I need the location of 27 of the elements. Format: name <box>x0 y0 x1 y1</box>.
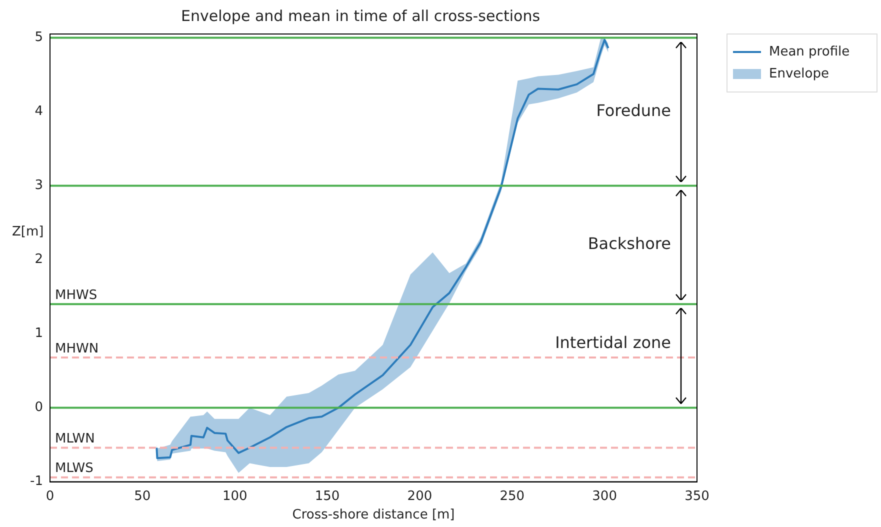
x-axis-title: Cross-shore distance [m] <box>292 508 455 523</box>
x-tick-label: 250 <box>500 488 525 504</box>
y-tick-label: 1 <box>34 326 43 342</box>
y-tick-label: 5 <box>34 30 43 46</box>
x-tick-label: 0 <box>46 488 54 504</box>
ref-line-label: MLWS <box>55 461 94 476</box>
chart-title: Envelope and mean in time of all cross-sections <box>180 6 540 25</box>
y-tick-label: 4 <box>34 104 43 120</box>
y-tick-label: -1 <box>30 474 43 490</box>
x-tick-label: 150 <box>314 488 340 504</box>
ref-line-label: MHWN <box>55 341 99 356</box>
x-tick-label: 300 <box>592 488 617 504</box>
annotation: Intertidal zone <box>555 333 671 352</box>
y-tick-label: 2 <box>34 252 43 268</box>
x-tick-label: 350 <box>684 488 710 504</box>
x-tick-label: 100 <box>222 488 248 504</box>
x-tick-label: 200 <box>407 488 432 504</box>
text: Envelope <box>769 66 829 82</box>
y-tick-label: 0 <box>34 400 43 416</box>
ref-line-label: MLWN <box>55 432 95 447</box>
y-tick-label: 3 <box>34 178 43 194</box>
legend-label: Mean profile <box>769 44 850 60</box>
annotation: Backshore <box>588 234 671 254</box>
x-tick-label: 50 <box>134 488 151 504</box>
y-axis-title: Z[m] <box>12 224 44 240</box>
annotation: Foredune <box>596 100 671 120</box>
ref-line-label: MHWS <box>55 288 98 304</box>
